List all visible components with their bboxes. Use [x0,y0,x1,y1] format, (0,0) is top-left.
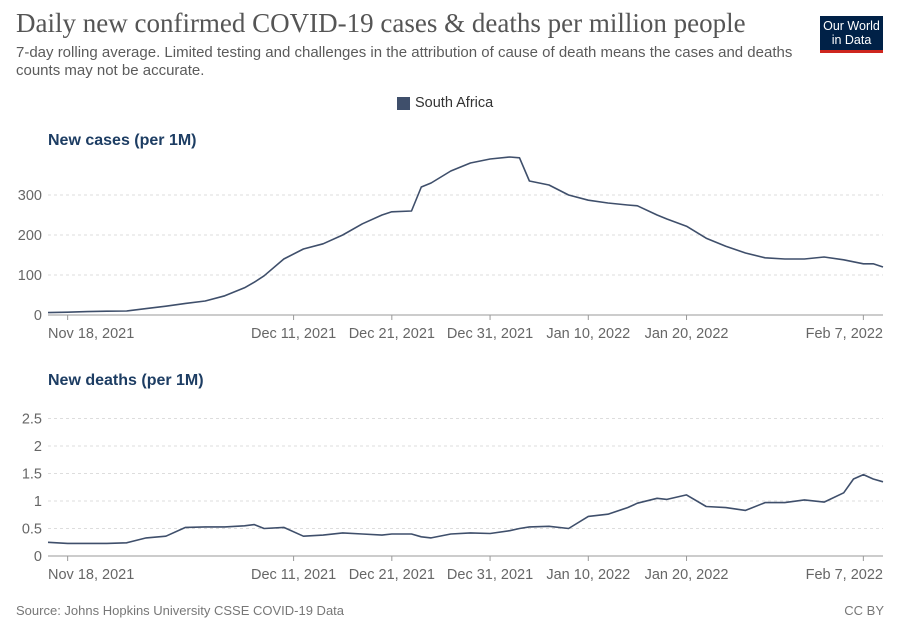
x-tick-label: Jan 10, 2022 [546,567,630,583]
x-tick-label: Dec 21, 2021 [349,326,435,342]
legend[interactable]: South Africa [397,95,493,111]
x-tick-label: Dec 11, 2021 [251,326,336,342]
x-tick-label: Feb 7, 2022 [806,326,883,342]
deaths-panel: New deaths (per 1M) 0 0.5 1 1.5 2 2.5 Nov 18, 2… [22,372,884,583]
license-note[interactable]: CC BY [844,603,884,618]
y-tick-label: 300 [18,188,42,204]
owid-logo[interactable]: Our World in Data [820,16,883,53]
y-tick-label: 200 [18,228,42,244]
x-tick-label: Nov 18, 2021 [48,567,134,583]
legend-label: South Africa [415,95,494,111]
y-tick-label: 1.5 [22,467,42,483]
series-line-south-africa [47,473,884,545]
chart-title: Daily new confirmed COVID-19 cases & dea… [16,8,746,38]
x-tick-label: Dec 21, 2021 [349,567,435,583]
logo-line-1: Our World [823,19,880,33]
x-tick-label: Feb 7, 2022 [806,567,883,583]
y-tick-label: 0 [34,549,42,565]
chart-subtitle: 7-day rolling average. Limited testing a… [16,44,793,79]
x-tick-label: Dec 31, 2021 [447,326,533,342]
x-tick-label: Jan 20, 2022 [645,567,729,583]
y-tick-label: 100 [18,268,42,284]
y-tick-label: 2.5 [22,412,42,428]
series-line-south-africa [47,156,884,314]
x-tick-label: Dec 31, 2021 [447,567,533,583]
legend-swatch [397,96,410,110]
x-tick-label: Nov 18, 2021 [48,326,134,342]
x-tick-label: Jan 20, 2022 [645,326,729,342]
y-tick-label: 0.5 [22,522,42,538]
x-tick-label: Jan 10, 2022 [546,326,630,342]
panel-title: New cases (per 1M) [48,132,197,149]
cases-panel: New cases (per 1M) 0 100 200 300 Nov 18, 2021… [18,132,884,342]
y-tick-label: 2 [34,439,42,455]
panel-title: New deaths (per 1M) [48,372,204,389]
x-tick-label: Dec 11, 2021 [251,567,336,583]
y-tick-label: 0 [34,308,42,324]
y-tick-label: 1 [34,494,42,510]
source-note[interactable]: Source: Johns Hopkins University CSSE CO… [16,603,345,618]
logo-line-2: in Data [831,33,872,47]
